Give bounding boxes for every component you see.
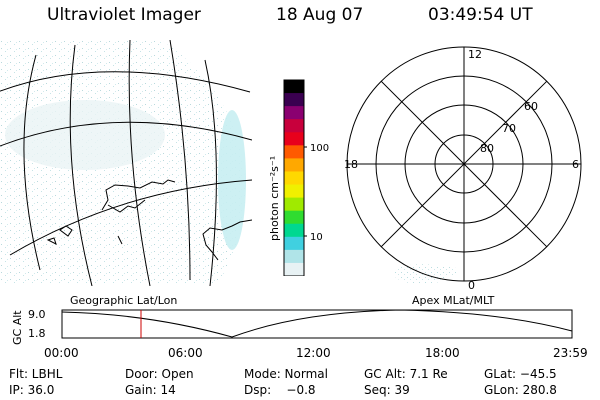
x-tick-0000: 00:00 xyxy=(44,346,79,360)
colorbar-swatch xyxy=(284,132,304,146)
colorbar-swatch xyxy=(284,80,304,94)
colorbar-swatch xyxy=(284,93,304,107)
gc-alt-status: GC Alt: 7.1 Re xyxy=(364,367,448,381)
timeline-frame xyxy=(61,309,573,339)
colorbar-swatch xyxy=(284,106,304,120)
date-label: 18 Aug 07 xyxy=(276,5,364,25)
mlt-diagonal xyxy=(380,80,548,248)
altitude-timeline: GC Alt 9.0 1.8 xyxy=(11,308,573,345)
colorbar-swatch xyxy=(284,223,304,238)
colorbar-swatch xyxy=(284,197,304,212)
glat-status: GLat: −45.5 xyxy=(484,367,557,381)
colorbar-swatch xyxy=(284,158,304,173)
polar-plot: 12 18 6 0 80 70 60 xyxy=(344,46,582,292)
mlat-label-80: 80 xyxy=(480,142,494,155)
longitude-line xyxy=(23,54,41,271)
longitude-line xyxy=(169,40,191,281)
time-label: 03:49:54 UT xyxy=(428,5,533,25)
glon-status: GLon: 280.8 xyxy=(484,383,557,397)
latitude-line xyxy=(9,179,252,256)
colorbar-tick-100: 100 xyxy=(310,143,329,154)
dsp-status: Dsp: −0.8 xyxy=(244,383,316,397)
latitude-line xyxy=(0,121,252,147)
colorbar-tick-10: 10 xyxy=(310,232,323,243)
colorbar-swatch xyxy=(284,145,304,159)
mode-status: Mode: Normal xyxy=(244,367,328,381)
mlt-label-12: 12 xyxy=(468,48,482,61)
altitude-curve xyxy=(61,309,573,338)
longitude-line xyxy=(69,44,93,286)
mlat-label-70: 70 xyxy=(502,122,516,135)
apex-label: Apex MLat/MLT xyxy=(412,294,495,307)
colorbar-swatch xyxy=(284,249,304,264)
colorbar: 100 10 photon cm⁻²s⁻¹ xyxy=(268,79,329,276)
x-tick-1800: 18:00 xyxy=(425,346,460,360)
colorbar-swatch xyxy=(284,262,304,276)
mlt-label-0: 0 xyxy=(468,279,475,292)
mlat-label-60: 60 xyxy=(524,100,538,113)
geographic-map xyxy=(0,40,252,286)
seq-status: Seq: 39 xyxy=(364,383,410,397)
colorbar-swatch xyxy=(284,171,304,186)
y-tick-9: 9.0 xyxy=(28,308,46,321)
x-tick-0600: 06:00 xyxy=(168,346,203,360)
latitude-line xyxy=(0,71,251,93)
filter-status: Flt: LBHL xyxy=(9,367,63,381)
ip-status: IP: 36.0 xyxy=(9,383,55,397)
colorbar-unit-label: photon cm⁻²s⁻¹ xyxy=(268,156,281,241)
colorbar-swatch xyxy=(284,119,304,133)
geographic-label: Geographic Lat/Lon xyxy=(70,294,178,307)
x-tick-2359: 23:59 xyxy=(553,346,588,360)
instrument-title: Ultraviolet Imager xyxy=(47,5,201,25)
longitude-line xyxy=(204,59,217,286)
colorbar-swatches xyxy=(284,80,304,276)
x-tick-1200: 12:00 xyxy=(296,346,331,360)
gain-status: Gain: 14 xyxy=(125,383,176,397)
colorbar-swatch xyxy=(284,184,304,199)
colorbar-swatch xyxy=(284,210,304,225)
mlt-label-18: 18 xyxy=(344,158,358,171)
colorbar-swatch xyxy=(284,236,304,251)
y-tick-1: 1.8 xyxy=(28,327,46,340)
coastline xyxy=(46,179,252,261)
longitude-line xyxy=(128,40,151,286)
mlt-label-6: 6 xyxy=(572,158,579,171)
y-axis-title: GC Alt xyxy=(11,310,24,345)
aurora-glow xyxy=(218,110,246,250)
door-status: Door: Open xyxy=(125,367,194,381)
